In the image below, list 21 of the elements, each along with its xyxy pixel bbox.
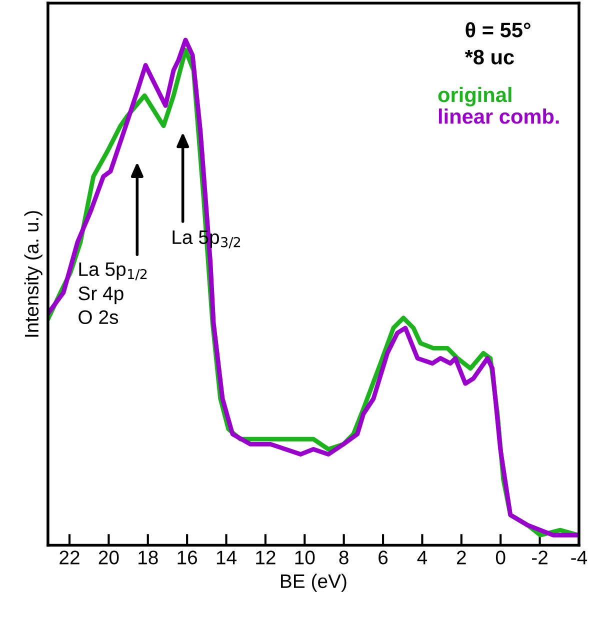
x-tick-label: 12 — [256, 550, 276, 564]
annotation: La 5p$_{1/2}$ Sr 4p O 2s — [78, 262, 147, 324]
x-tick-label: 20 — [98, 550, 119, 564]
x-tick-label: 18 — [138, 550, 158, 564]
annotation: *8 uc — [464, 50, 514, 64]
x-tick-label: 8 — [339, 550, 348, 564]
x-tick-label: -2 — [532, 550, 548, 564]
x-tick-label: 10 — [295, 550, 315, 564]
x-tick-label: 4 — [417, 550, 428, 564]
text: original — [438, 86, 512, 106]
text: θ = 55° — [466, 22, 530, 38]
x-tick-label: 6 — [378, 550, 388, 564]
y-axis-title: Intensity (a. u.) — [24, 211, 42, 337]
x-tick-label: 2 — [456, 550, 466, 564]
x-tick-label: 22 — [60, 550, 80, 564]
x-tick-label: -4 — [571, 550, 588, 564]
x-tick-label: 14 — [216, 550, 237, 564]
x-tick-label: 16 — [178, 550, 198, 564]
x-axis-title: BE (eV) — [281, 574, 346, 592]
x-tick-label: 0 — [496, 550, 506, 564]
text: linear comb. — [438, 108, 559, 124]
